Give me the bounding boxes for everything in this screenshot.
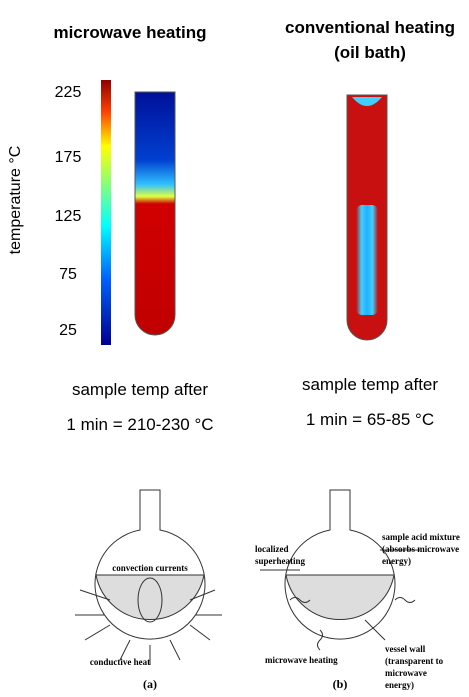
label: convection currents bbox=[112, 563, 188, 573]
flask-b bbox=[260, 490, 420, 650]
colorbar-label: temperature °C bbox=[7, 146, 24, 255]
panel-label: (b) bbox=[333, 677, 348, 691]
left-tube bbox=[135, 92, 175, 335]
caption: 1 min = 65-85 °C bbox=[306, 410, 434, 429]
colorbar-tick: 25 bbox=[59, 322, 77, 339]
left-title: microwave heating bbox=[53, 23, 206, 42]
panel-label: (a) bbox=[143, 677, 157, 691]
colorbar-ticks: 225 175 125 75 25 bbox=[55, 84, 82, 339]
caption: sample temp after bbox=[302, 375, 438, 394]
label: microwave bbox=[385, 668, 427, 678]
right-tube-core bbox=[356, 205, 378, 315]
colorbar-tick: 75 bbox=[59, 266, 77, 283]
label: microwave heating bbox=[265, 655, 338, 665]
right-title: (oil bath) bbox=[334, 43, 406, 62]
flask-a bbox=[75, 490, 222, 665]
figure: microwave heating conventional heating (… bbox=[0, 0, 469, 697]
label: localized bbox=[255, 544, 289, 554]
colorbar bbox=[101, 80, 111, 345]
label: sample acid mixture bbox=[382, 532, 460, 542]
caption: 1 min = 210-230 °C bbox=[66, 415, 213, 434]
label: energy) bbox=[385, 680, 414, 690]
colorbar-tick: 175 bbox=[55, 149, 82, 166]
label: superheating bbox=[255, 556, 306, 566]
header: microwave heating conventional heating (… bbox=[53, 18, 455, 62]
label: (absorbs microwave bbox=[382, 544, 459, 554]
caption: sample temp after bbox=[72, 380, 208, 399]
label: (transparent to bbox=[385, 656, 444, 666]
colorbar-tick: 225 bbox=[55, 84, 82, 101]
label: vessel wall bbox=[385, 644, 426, 654]
label: conductive heat bbox=[90, 657, 150, 667]
colorbar-tick: 125 bbox=[55, 208, 82, 225]
label: energy) bbox=[382, 556, 411, 566]
right-title: conventional heating bbox=[285, 18, 455, 37]
